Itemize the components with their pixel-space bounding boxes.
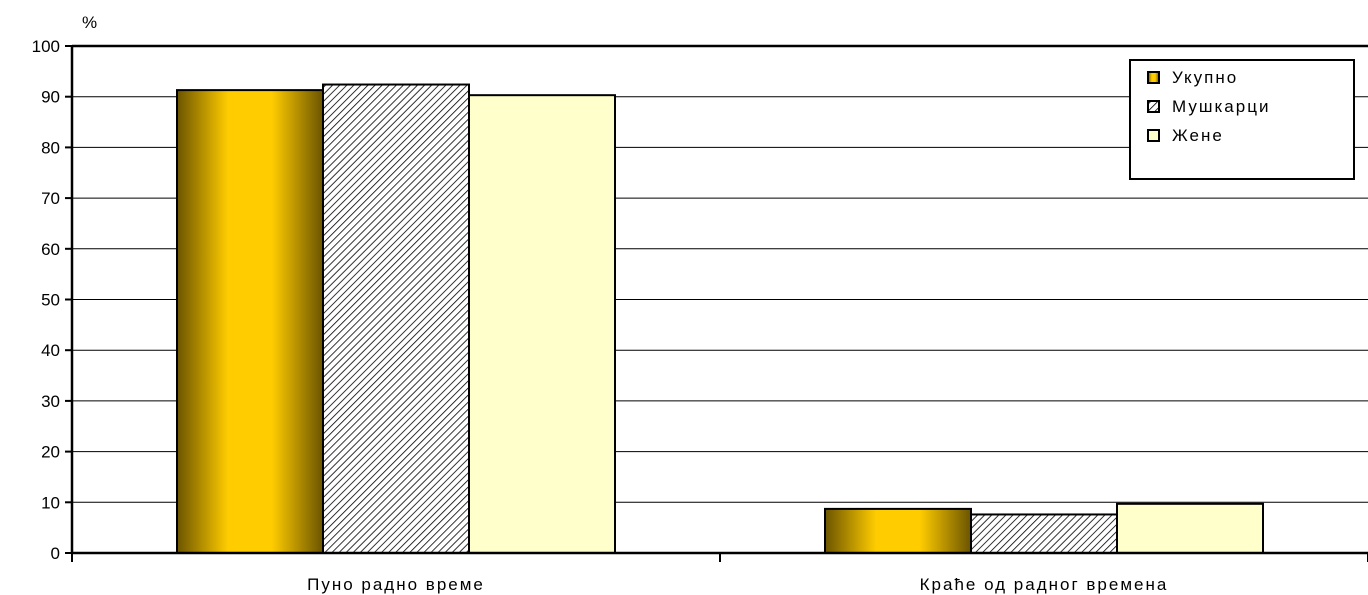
legend: Укупно Мушкарци Жене	[1129, 59, 1355, 180]
y-tick-label: 100	[32, 37, 60, 56]
x-axis-ticks: Пуно радно време Краће од радног времена	[71, 553, 1368, 594]
legend-label: Мушкарци	[1172, 97, 1270, 116]
category-label: Краће од радног времена	[920, 575, 1169, 594]
y-tick-label: 30	[41, 392, 60, 411]
legend-label: Жене	[1172, 126, 1224, 145]
legend-swatch-2	[1147, 129, 1160, 142]
legend-label: Укупно	[1172, 68, 1238, 87]
y-unit-label: %	[82, 13, 97, 32]
y-tick-label: 20	[41, 443, 60, 462]
y-tick-label: 90	[41, 88, 60, 107]
legend-swatch-0	[1147, 71, 1160, 84]
y-tick-label: 80	[41, 138, 60, 157]
y-tick-label: 0	[51, 544, 60, 563]
category-label: Пуно радно време	[307, 575, 485, 594]
legend-swatch-1	[1147, 100, 1160, 113]
bar-1-2	[1116, 502, 1264, 555]
y-axis-ticks: 0 10 20 30 40 50 60 70 80 90 100	[32, 37, 72, 563]
bar-0-1	[322, 83, 470, 554]
y-tick-label: 60	[41, 240, 60, 259]
bar-0-0	[176, 89, 324, 554]
y-tick-label: 10	[41, 493, 60, 512]
bars	[176, 83, 1264, 555]
y-tick-label: 50	[41, 291, 60, 310]
bar-0-2	[468, 94, 616, 555]
bar-1-0	[824, 507, 972, 554]
y-tick-label: 40	[41, 341, 60, 360]
bar-1-1	[970, 513, 1118, 555]
legend-box	[1129, 59, 1355, 180]
y-tick-label: 70	[41, 189, 60, 208]
